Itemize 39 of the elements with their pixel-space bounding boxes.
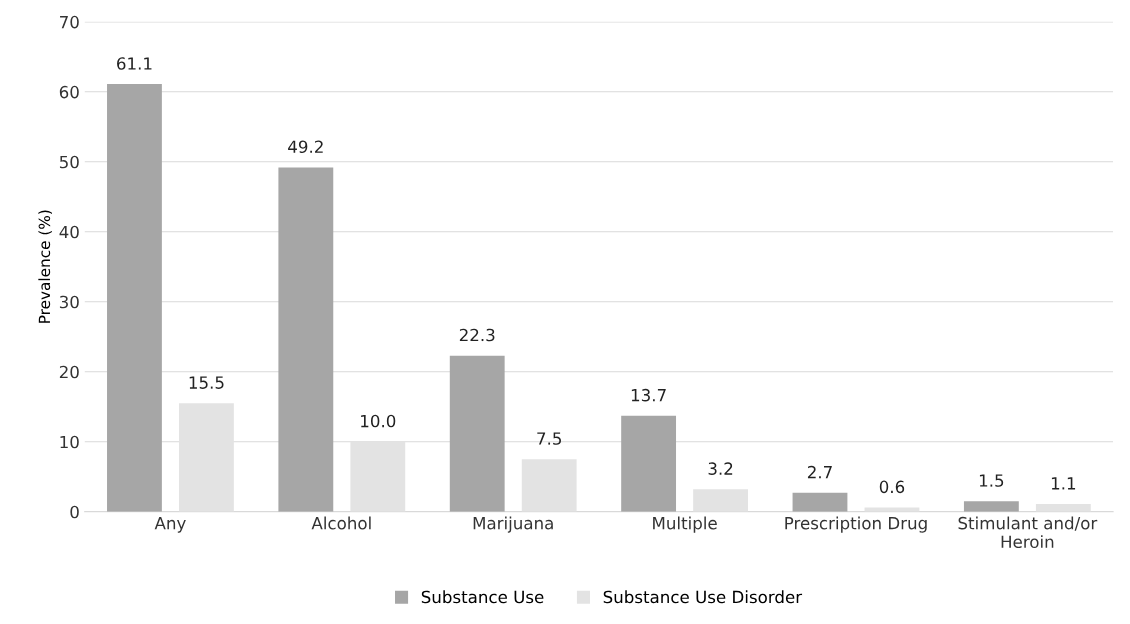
data-label: 1.1 (1051, 477, 1076, 490)
x-tick-label: Prescription Drug (785, 516, 927, 533)
bar (792, 492, 848, 512)
bar (449, 355, 505, 512)
y-tick-label: 50 (59, 155, 79, 169)
data-label: 1.5 (979, 474, 1004, 487)
y-tick-label: 70 (60, 15, 79, 29)
y-tick-label: 60 (59, 85, 79, 99)
data-label: 61.1 (117, 57, 152, 70)
data-label: 13.7 (631, 388, 666, 402)
legend-label: Substance Use Disorder (603, 590, 803, 604)
bar (621, 415, 677, 512)
x-tick-label: Multiple (653, 516, 717, 533)
legend-label: Substance Use (421, 590, 544, 604)
y-axis-title: Prevalence (%) (38, 210, 52, 323)
y-tick-label: 0 (70, 505, 79, 519)
x-tick-label: Marijuana (473, 516, 553, 533)
bar (278, 167, 334, 512)
x-tick-label: Stimulant and/or Heroin (958, 516, 1098, 549)
data-label: 7.5 (537, 432, 561, 445)
bar (963, 501, 1019, 512)
bar (107, 84, 162, 512)
bar (521, 459, 577, 512)
y-tick-label: 40 (59, 225, 79, 239)
data-label: 0.6 (879, 480, 905, 494)
y-tick-label: 20 (59, 365, 79, 379)
bar (693, 489, 748, 512)
x-tick-label: Alcohol (311, 516, 371, 530)
y-tick-label: 30 (59, 295, 79, 309)
y-tick-label: 10 (60, 435, 79, 449)
x-tick-label: Any (154, 517, 186, 533)
bar (1035, 503, 1091, 512)
bar (864, 507, 920, 512)
data-label: 10.0 (361, 414, 396, 428)
data-label: 15.5 (189, 376, 224, 389)
data-label: 3.2 (708, 462, 733, 475)
data-label: 2.7 (807, 465, 832, 479)
data-label: 49.2 (288, 140, 323, 154)
data-label: 22.3 (459, 328, 495, 342)
